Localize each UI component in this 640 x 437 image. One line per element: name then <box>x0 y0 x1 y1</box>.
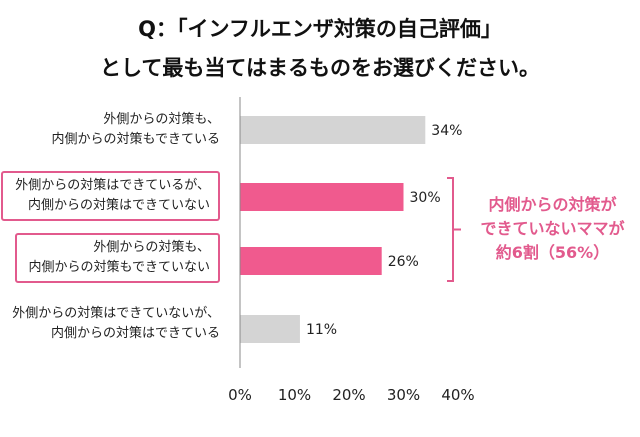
bar-1 <box>240 183 404 211</box>
bar-value-label-0: 34% <box>431 123 462 139</box>
bar-value-label-3: 11% <box>306 322 337 338</box>
bracket-group <box>447 177 454 282</box>
x-tick-label-3: 30% <box>387 386 420 404</box>
category-label-line: 外側からの対策も、 <box>93 240 210 255</box>
category-label-line: 内側からの対策はできている <box>50 326 220 341</box>
x-tick-label-1: 10% <box>278 386 311 404</box>
category-label-3: 外側からの対策はできていないが、 内側からの対策はできている <box>12 304 220 344</box>
category-label-line: 内側からの対策もできていない <box>28 260 210 275</box>
bar-value-label-1: 30% <box>410 190 441 206</box>
callout-annotation: 内側からの対策が できていないママが 約6割（56%） <box>470 193 635 265</box>
callout-line: 約6割（56%） <box>495 243 610 262</box>
x-tick-label-0: 0% <box>228 386 252 404</box>
bar-value-label-2: 26% <box>388 254 419 270</box>
category-label-0: 外側からの対策も、 内側からの対策もできている <box>52 110 220 150</box>
category-label-line: 内側からの対策はできていない <box>27 198 210 213</box>
callout-line: できていないママが <box>480 219 625 238</box>
bar-2 <box>240 247 382 275</box>
category-label-line: 外側からの対策はできていないが、 <box>12 306 220 321</box>
chart-title-line-1: Q：「インフルエンザ対策の自己評価」 <box>138 17 502 41</box>
x-tick-label-4: 40% <box>441 386 474 404</box>
callout-line: 内側からの対策が <box>488 195 617 214</box>
chart-title-line-2: として最も当てはまるものをお選びください。 <box>100 56 540 80</box>
category-label-line: 内側からの対策もできている <box>51 132 220 147</box>
category-label-line: 外側からの対策はできているが、 <box>15 178 210 193</box>
category-label-2-highlighted: 外側からの対策も、 内側からの対策もできていない <box>14 233 220 283</box>
category-label-line: 外側からの対策も、 <box>103 112 220 127</box>
bar-3 <box>240 315 300 343</box>
category-label-1-highlighted: 外側からの対策はできているが、 内側からの対策はできていない <box>1 171 220 221</box>
x-tick-label-2: 20% <box>332 386 365 404</box>
bar-0 <box>240 116 426 144</box>
